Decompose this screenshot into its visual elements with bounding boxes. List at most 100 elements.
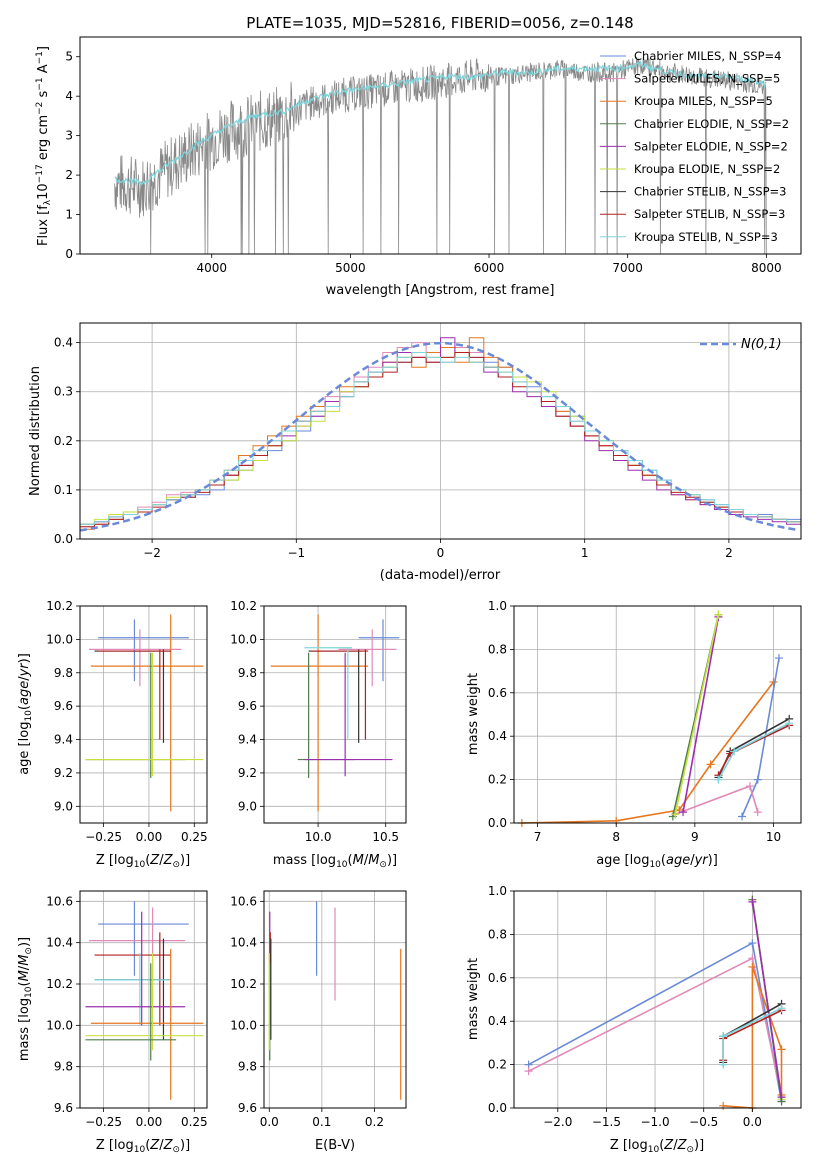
y-tick-label: 9.2 (54, 766, 73, 780)
legend-label: Chabrier STELIB, N_SSP=3 (634, 185, 786, 199)
x-tick-label: 2 (725, 546, 733, 560)
plus-marker (730, 747, 739, 756)
plus-marker (774, 654, 783, 663)
y-tick-label: 1 (65, 208, 73, 222)
plus-marker (748, 962, 757, 971)
x-tick-label: 10 (766, 830, 781, 844)
normal-legend: N(0,1) (700, 337, 782, 352)
x-tick-label: 0.25 (181, 1115, 208, 1129)
x-tick-label: 0 (437, 546, 445, 560)
x-tick-label: 6000 (474, 261, 505, 275)
y-tick-label: 0.0 (488, 816, 507, 830)
plus-marker (748, 939, 757, 948)
plus-marker (679, 808, 688, 817)
x-tick-label: 8000 (751, 261, 782, 275)
spectrum-panel: PLATE=1035, MJD=52816, FIBERID=0056, z=0… (35, 14, 802, 298)
plus-marker (777, 1093, 786, 1102)
residuals-panel: −2 −1 0 1 2 0.0 0.1 0.2 0.3 0.4 (data-model)/erro… (28, 322, 802, 583)
y-tick-label: 0 (65, 247, 73, 261)
wAge-ylabel: mass weight (466, 673, 481, 755)
y-tick-label: 10.6 (46, 894, 73, 908)
residuals-ylabel: Normed distribution (28, 366, 43, 496)
plus-marker (745, 782, 754, 791)
y-tick-label: 9.6 (54, 1101, 73, 1115)
massZ-ylabel: mass [log10(M/M⊙)] (17, 937, 34, 1061)
y-tick-label: 10.4 (46, 936, 73, 950)
plus-marker (753, 775, 762, 784)
y-tick-label: 10.0 (230, 632, 257, 646)
y-tick-label: 10.2 (230, 599, 257, 613)
mass-vs-extinction-panel: 0.0 0.1 0.2 9.6 9.8 10.0 10.2 10.4 10.6 E(B-V) (230, 890, 407, 1153)
plus-marker (714, 775, 723, 784)
x-tick-label: −1 (287, 546, 305, 560)
age-vs-metallicity-panel: −0.25 0.00 0.25 9.0 9.2 9.4 9.6 9.8 10.0 10.2 Z [… (17, 599, 208, 870)
y-tick-label: 10.0 (230, 1018, 257, 1032)
y-tick-label: 5 (65, 50, 73, 64)
massZ-xlabel: Z [log10(Z/Z⊙)] (96, 1138, 190, 1155)
plus-marker (748, 897, 757, 906)
x-tick-label: 0.1 (312, 1115, 331, 1129)
y-tick-label: 0.4 (54, 336, 73, 350)
x-tick-label: 7000 (612, 261, 643, 275)
plus-marker (777, 1004, 786, 1013)
y-tick-label: 0.3 (54, 385, 73, 399)
plus-marker (777, 1045, 786, 1054)
spectrum-data-line (114, 56, 767, 254)
y-tick-label: 0.2 (54, 434, 73, 448)
y-tick-label: 0.6 (488, 686, 507, 700)
legend-label: Salpeter ELODIE, N_SSP=2 (634, 139, 788, 153)
normal-curve (80, 341, 799, 532)
plus-marker (719, 1060, 728, 1069)
y-tick-label: 9.4 (238, 733, 257, 747)
series-line (674, 614, 720, 815)
mass-vs-metallicity-panel: −0.25 0.00 0.25 9.6 9.8 10.0 10.2 10.4 10.6 Z [l… (17, 890, 208, 1155)
y-tick-label: 10.6 (230, 894, 257, 908)
wAge-xlabel: age [log10(age/yr)] (596, 853, 718, 870)
y-tick-label: 4 (65, 89, 73, 103)
x-tick-label: −0.5 (689, 1115, 718, 1129)
plus-marker (785, 719, 794, 728)
y-tick-label: 10.2 (230, 977, 257, 991)
x-tick-label: 4000 (196, 261, 227, 275)
legend-label: Kroupa STELIB, N_SSP=3 (634, 230, 778, 244)
ageZ-ylabel: age [log10(age/yr)] (17, 653, 34, 775)
y-tick-label: 9.0 (54, 799, 73, 813)
x-tick-label: −1.0 (640, 1115, 669, 1129)
plus-marker (671, 810, 680, 819)
y-tick-label: 10.2 (46, 599, 73, 613)
ageZ-xlabel: Z [log10(Z/Z⊙)] (96, 853, 190, 870)
ageM-xlabel: mass [log10(M/M⊙)] (273, 853, 397, 870)
spectrum-legend: Chabrier MILES, N_SSP=4 Salpeter MILES, N… (600, 49, 789, 244)
y-tick-label: 9.0 (238, 799, 257, 813)
age-vs-mass-panel: 10.0 10.5 9.0 9.2 9.4 9.6 9.8 10.0 10.2 mass [lo… (230, 599, 407, 870)
series-line (682, 616, 720, 813)
x-tick-label: 0.2 (365, 1115, 384, 1129)
y-tick-label: 9.8 (54, 666, 73, 680)
plus-marker (706, 760, 715, 769)
y-tick-label: 3 (65, 129, 73, 143)
y-tick-label: 10.2 (46, 977, 73, 991)
x-tick-label: −2 (143, 546, 161, 560)
y-tick-label: 1.0 (488, 599, 507, 613)
plus-marker (753, 808, 762, 817)
x-tick-label: 0.25 (181, 830, 208, 844)
y-tick-label: 0.6 (488, 971, 507, 985)
series-line (751, 901, 783, 1098)
y-tick-label: 10.0 (46, 632, 73, 646)
plus-marker (769, 677, 778, 686)
plus-marker (748, 954, 757, 963)
residuals-xlabel: (data-model)/error (380, 568, 501, 583)
x-tick-label: 0.0 (743, 1115, 762, 1129)
wZ-xlabel: Z [log10(Z/Z⊙)] (610, 1138, 704, 1155)
y-tick-label: 0.0 (54, 532, 73, 546)
x-tick-label: −2.0 (543, 1115, 572, 1129)
y-tick-label: 9.6 (54, 699, 73, 713)
y-tick-label: 0.4 (488, 1014, 507, 1028)
legend-label: Salpeter STELIB, N_SSP=3 (634, 207, 785, 221)
plus-marker (714, 610, 723, 619)
x-tick-label: 8 (612, 830, 620, 844)
y-tick-label: 9.4 (54, 733, 73, 747)
y-tick-label: 0.1 (54, 483, 73, 497)
y-tick-label: 0.2 (488, 1058, 507, 1072)
